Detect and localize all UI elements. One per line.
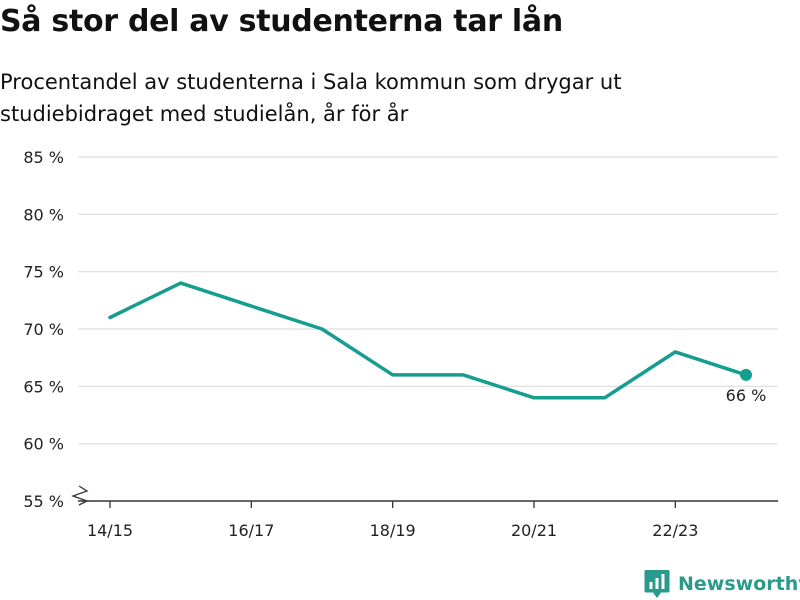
chart-subtitle: Procentandel av studenterna i Sala kommu… xyxy=(0,70,622,126)
x-tick-label: 20/21 xyxy=(511,521,557,540)
y-tick-label: 55 % xyxy=(23,492,64,511)
y-tick-label: 60 % xyxy=(23,435,64,454)
y-tick-label: 65 % xyxy=(23,377,64,396)
chart-title: Så stor del av studenterna tar lån xyxy=(0,4,563,39)
brand: Newsworthy xyxy=(644,568,800,600)
labels: 55 % 60 % 65 % 70 % 75 % 80 % 85 % 14/15 16/17 18… xyxy=(23,148,766,540)
grid-lines xyxy=(78,156,778,445)
series-line xyxy=(108,281,748,400)
x-tick-label: 18/19 xyxy=(370,521,416,540)
x-tick-label: 14/15 xyxy=(87,521,133,540)
end-point-label: 66 % xyxy=(726,386,767,405)
end-point xyxy=(740,368,752,381)
y-tick-label: 85 % xyxy=(23,148,64,167)
y-tick-label: 70 % xyxy=(23,320,64,339)
y-tick-label: 80 % xyxy=(23,205,64,224)
axis-break-icon xyxy=(71,485,89,506)
brand-name: Newsworthy xyxy=(678,573,800,595)
series xyxy=(108,281,752,400)
axes xyxy=(71,485,778,508)
x-tick-label: 16/17 xyxy=(228,521,274,540)
x-tick-label: 22/23 xyxy=(652,521,698,540)
newsworthy-logo-icon xyxy=(644,570,670,598)
y-tick-label: 75 % xyxy=(23,263,64,282)
